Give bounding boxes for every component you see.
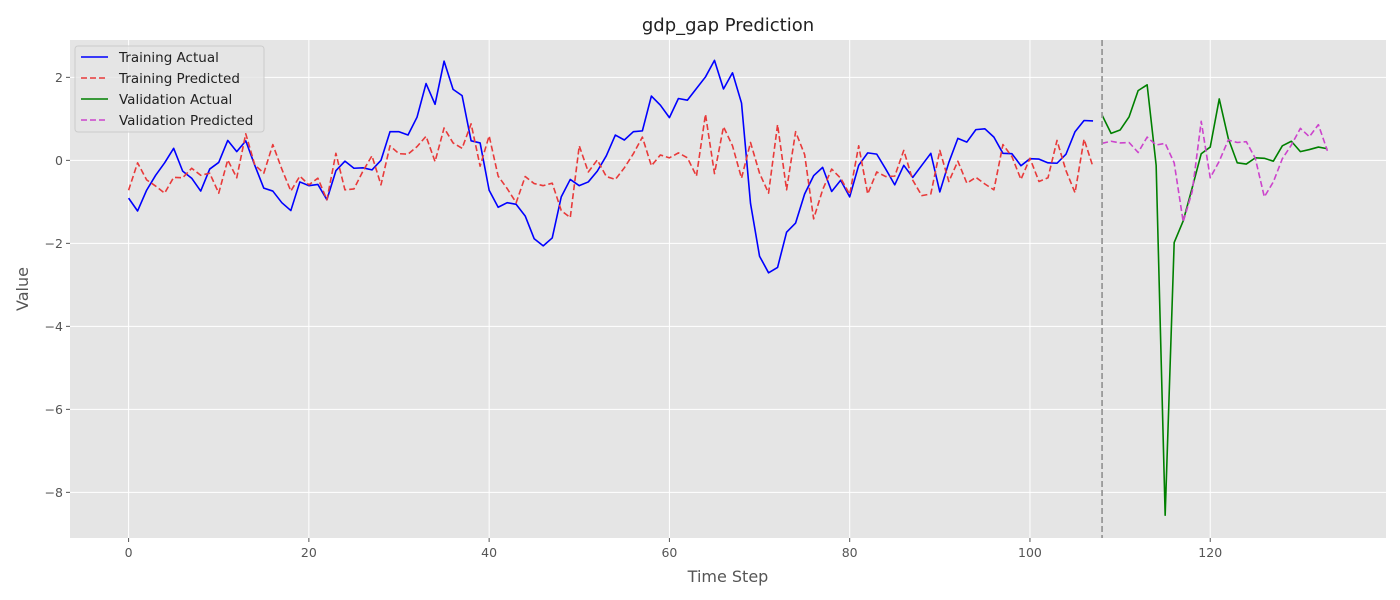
series-lines [127, 40, 1329, 538]
x-tick-label: 40 [481, 545, 497, 560]
y-tick-label: 2 [55, 70, 63, 85]
chart-title: gdp_gap Prediction [642, 15, 814, 36]
x-axis-ticks: 0 20 40 60 80 100 120 [125, 538, 1222, 560]
grid [70, 40, 1386, 538]
legend-box [74, 45, 265, 133]
series-line-3 [1101, 120, 1329, 223]
legend: Training Actual Training Predicted Validat… [74, 45, 265, 133]
legend-label-2: Validation Actual [119, 92, 232, 108]
legend-label-1: Training Predicted [118, 71, 240, 87]
x-tick-label: 100 [1018, 545, 1042, 560]
y-tick-label: −4 [45, 319, 63, 334]
series-line-2 [1101, 84, 1328, 516]
y-axis-label: Value [13, 267, 32, 311]
y-tick-label: −2 [45, 236, 63, 251]
legend-label-3: Validation Predicted [119, 113, 253, 129]
x-tick-label: 60 [661, 545, 677, 560]
series-line-1 [127, 113, 1094, 220]
x-tick-label: 0 [125, 545, 133, 560]
legend-label-0: Training Actual [118, 50, 219, 66]
series-line-0 [127, 59, 1094, 274]
x-tick-label: 120 [1198, 545, 1222, 560]
y-axis-ticks: −8 −6 −4 −2 0 2 [45, 70, 70, 500]
y-tick-label: −6 [45, 402, 63, 417]
x-tick-label: 20 [301, 545, 317, 560]
y-tick-label: 0 [55, 153, 63, 168]
x-tick-label: 80 [842, 545, 858, 560]
y-tick-label: −8 [45, 485, 63, 500]
plot-background [70, 40, 1386, 538]
x-axis-label: Time Step [687, 567, 769, 586]
